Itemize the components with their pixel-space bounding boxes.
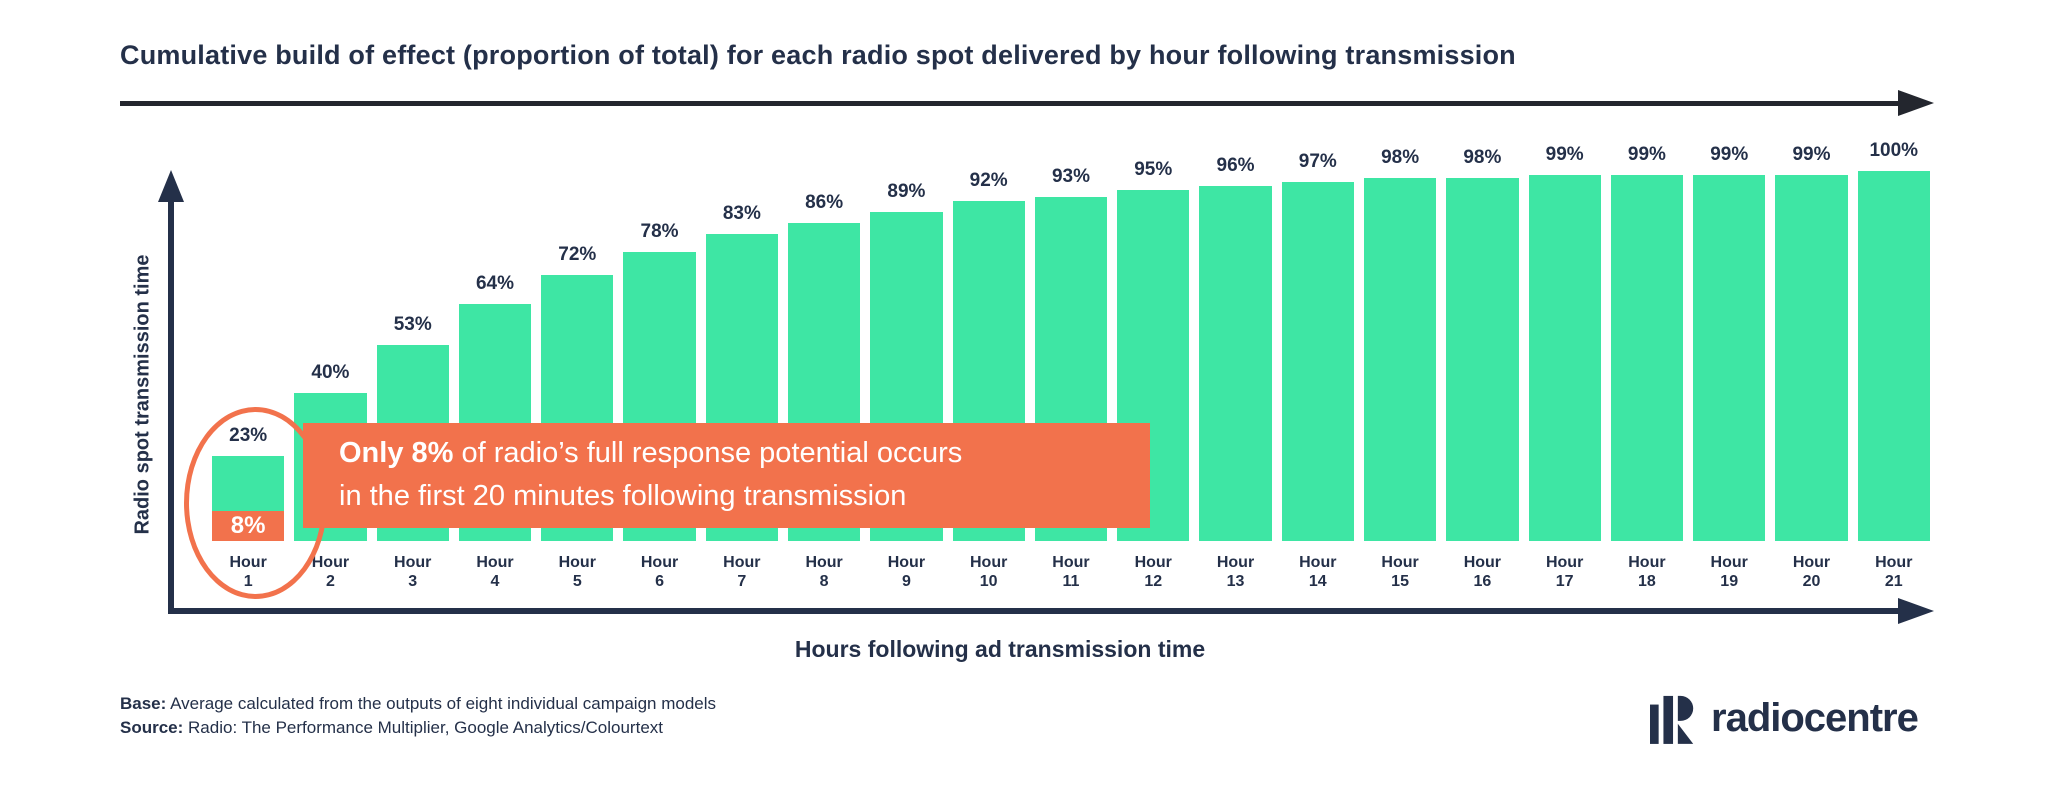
x-tick-label: Hour 7 [723,554,761,590]
callout-box: Only 8% of radio’s full response potenti… [303,423,1150,528]
callout-line-1-rest: of radio’s full response potential occur… [453,437,963,469]
bar-value-label: 97% [1298,151,1337,173]
source-label: Source: [120,718,184,737]
footer-source-line: Source: Radio: The Performance Multiplie… [120,716,716,740]
bar-column: 99% [1528,144,1601,541]
bar-value-label: 83% [722,202,761,224]
bar-value-label: 95% [1134,158,1173,180]
bar-value-label: 89% [887,180,926,202]
bar-value-label: 40% [311,362,350,383]
bar-value-label: 64% [475,273,514,295]
bar-column: 100% [1857,140,1930,541]
bar [1446,178,1519,541]
callout-line-1: Only 8% of radio’s full response potenti… [339,432,1150,475]
bar [1610,174,1684,541]
footer-base-line: Base: Average calculated from the output… [120,692,716,716]
bar-column: 97% [1281,151,1354,541]
bar [1528,174,1601,541]
x-tick-label: Hour 12 [1134,554,1172,590]
bar-column: 99% [1610,144,1684,541]
bar-value-label: 78% [640,221,679,243]
bar-value-label: 96% [1216,154,1255,176]
x-tick-label: Hour 20 [1792,554,1831,590]
x-tick-label: Hour 3 [394,554,432,590]
x-tick-label: Hour 14 [1299,554,1337,590]
source-text: Radio: The Performance Multiplier, Googl… [183,718,663,737]
x-tick-label: Hour 8 [805,554,843,590]
radiocentre-logo: radiocentre [1650,692,1919,744]
x-tick-label: Hour 18 [1628,554,1666,590]
bar-value-label: 98% [1381,147,1420,169]
bar-value-label: 99% [1792,143,1831,165]
bar-value-label: 99% [1627,143,1666,165]
x-tick-label: Hour 19 [1710,554,1748,590]
x-tick-labels-container: Hour 1 Hour 2 Hour 3 Hour 4 Hour 5 Hour 6 Hour 7 Hour 8… [212,553,1930,591]
callout-line-2: in the first 20 minutes following transm… [339,480,907,512]
x-axis [168,608,1900,614]
footer-notes: Base: Average calculated from the output… [120,692,716,740]
bar-value-label: 92% [969,169,1008,191]
bar-value-label: 99% [1545,143,1584,165]
bar [1693,174,1766,541]
bar-value-label: 98% [1463,147,1502,169]
bar [1363,178,1437,541]
x-tick-label: Hour 2 [311,554,350,590]
x-tick-label: Hour 13 [1216,554,1255,590]
y-axis [168,198,174,614]
title-arrow-head-icon [1898,90,1934,116]
bars-container: 23% 8% 40% 53% 64% 72% 78% 83% 86% 89% 92% 93% 95% 96… [212,140,1930,541]
title-underline-arrow [120,101,1902,106]
bar [1857,171,1930,541]
bar-value-label: 100% [1869,140,1919,161]
chart-title: Cumulative build of effect (proportion o… [120,40,1516,70]
bar [1199,185,1272,541]
bar-value-label: 93% [1051,165,1090,187]
x-tick-label: Hour 21 [1875,554,1913,590]
x-tick-label: Hour 10 [970,554,1008,590]
x-tick-label: Hour 11 [1052,554,1090,590]
y-axis-arrow-icon [158,170,184,202]
callout-bold-text: Only 8% [339,437,454,469]
x-tick-label: Hour 6 [640,554,679,590]
bar [1775,174,1848,541]
x-tick-label: Hour 5 [558,554,596,590]
bar-column: 96% [1199,155,1272,541]
x-tick-label: Hour 17 [1545,554,1584,590]
y-axis-label: Radio spot transmission time [131,254,154,535]
bar-column: 98% [1446,147,1519,541]
x-tick-label: Hour 15 [1381,554,1419,590]
bar-value-label: 99% [1710,143,1749,165]
bar-value-label: 72% [558,243,597,265]
radiocentre-logo-text: radiocentre [1711,695,1919,740]
base-text: Average calculated from the outputs of e… [166,694,716,713]
bar-value-label: 53% [393,313,432,335]
x-tick-label: Hour 16 [1463,554,1502,590]
bar-column: 99% [1693,144,1766,541]
x-tick-label: Hour 4 [476,554,514,590]
radiocentre-logo-icon [1650,695,1694,744]
x-tick-label: Hour 9 [887,554,926,590]
bar [1281,182,1354,541]
bar-value-label: 86% [805,191,844,213]
bar-column: 98% [1363,147,1437,541]
bar-column: 99% [1775,144,1848,541]
base-label: Base: [120,694,167,713]
x-axis-arrow-icon [1898,598,1934,624]
x-axis-label: Hours following ad transmission time [794,636,1206,662]
